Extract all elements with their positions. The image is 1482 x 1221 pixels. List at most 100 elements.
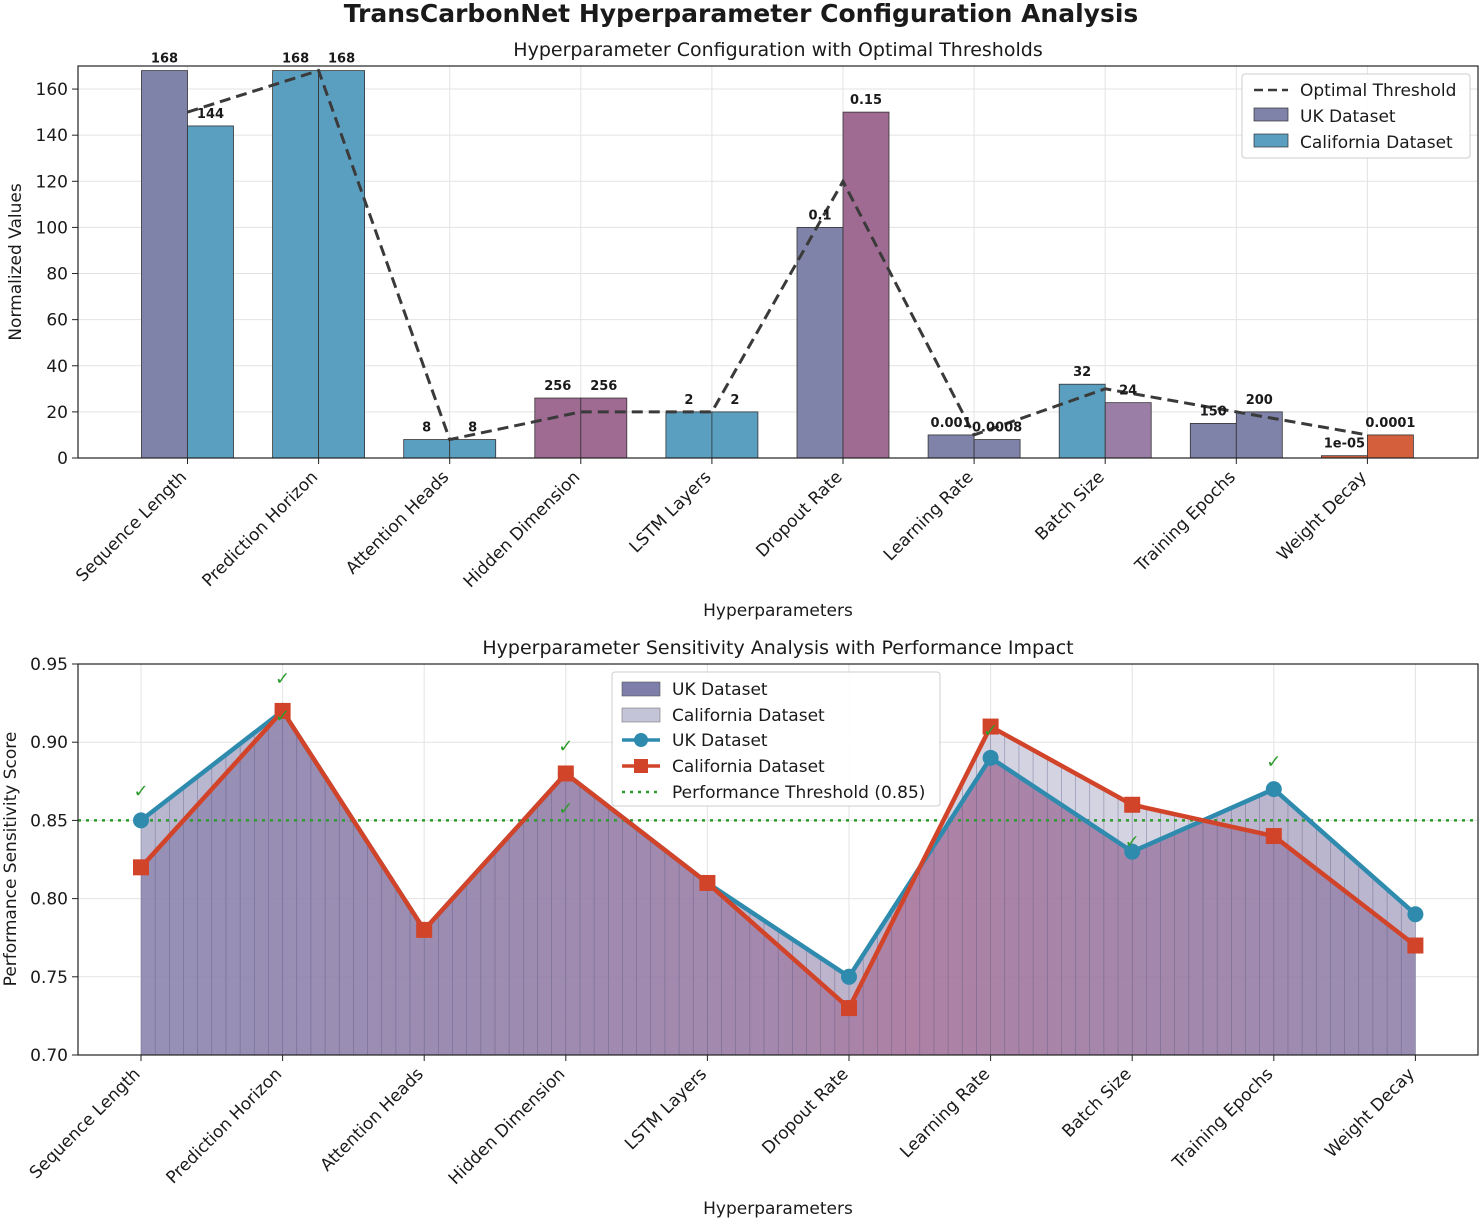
x-tick-label: Weight Decay [1273,467,1371,565]
legend-box [611,671,941,807]
suptitle: TransCarbonNet Hyperparameter Configurat… [344,0,1139,28]
bar-california-attention-heads [449,439,497,459]
x-tick-label: Batch Size [1059,1064,1136,1141]
check-mark: ✓ [1125,831,1140,852]
bar-uk-lstm-layers [665,411,713,459]
x-tick-label: Dropout Rate [752,467,846,561]
line-california [139,708,1417,1011]
x-tick-label: LSTM Layers [621,1064,711,1154]
y-tick-label: 60 [46,311,68,331]
legend-uk-marker [634,733,648,747]
bar-value-label: 256 [590,379,617,394]
bar-value-label: 2 [730,393,739,408]
legend-california-marker [634,759,648,773]
california-point-lstm-layers [699,874,716,891]
bar-value-label: 200 [1246,393,1273,408]
bar-value-label: 168 [328,52,355,67]
bar-value-label: 24 [1119,384,1137,399]
california-point-hidden-dimension [557,765,574,782]
bar-value-label: 168 [282,52,309,67]
x-tick-label: Prediction Horizon [198,467,322,591]
fill-hatch [140,710,1416,1055]
legend-california-line-label: California Dataset [672,757,825,777]
check-marks: ✓ ✓ ✓ ✓ ✓ ✓ ✓ ✓ [133,669,1281,853]
y-tick-label: 0 [57,449,68,469]
x-tick-label: Training Epochs [1168,1064,1277,1173]
x-tick-label: Batch Size [1032,467,1109,544]
optimal-threshold-line [187,68,1368,442]
y-tick-label: 0.75 [30,968,68,988]
bar-uk-hidden-dimension [534,397,582,459]
y-tick-label: 120 [36,172,68,192]
bar-uk-batch-size [1058,383,1106,459]
california-point-attention-heads [416,921,433,938]
bar-california-batch-size [1104,402,1152,459]
x-tick-label: Hidden Dimension [445,1064,570,1189]
bar-value-label: 1e-05 [1324,437,1365,452]
bar-value-label: 0.0008 [972,421,1022,436]
check-mark: ✓ [1266,752,1281,773]
y-tick-label: 140 [36,126,68,146]
california-point-dropout-rate [841,1000,857,1017]
x-tick-label: Learning Rate [880,467,978,565]
line-chart-frame [77,663,1479,1056]
legend-uk-fill-label: UK Dataset [672,680,768,700]
uk-fill-area [141,710,1416,1055]
y-tick-label: 40 [46,357,68,377]
legend-uk-line-label: UK Dataset [672,731,768,751]
x-tick-label: Attention Heads [342,467,453,578]
x-tick-label: Training Epochs [1131,467,1240,576]
bar-value-labels: 168 168 8 256 2 0.1 0.001 32 150 1e-05 144 168 8 256 2… [151,52,1416,452]
legend-california-swatch [1253,133,1289,148]
bar-value-label: 168 [151,52,178,67]
uk-point-learning-rate [982,749,999,766]
legend-uk-label: UK Dataset [1300,107,1396,127]
bar-california-hidden-dimension [580,397,628,459]
y-tick-label: 0.70 [30,1046,68,1066]
legend-threshold-label: Performance Threshold (0.85) [672,783,925,803]
y-tick-label: 0.85 [30,811,68,831]
check-mark: ✓ [275,669,290,690]
bar-california-sequence-length [187,125,234,459]
bar-value-label: 256 [544,379,571,394]
bar-chart-frame [77,65,1479,459]
bar-value-label: 144 [197,107,224,122]
legend-uk-swatch [1253,107,1289,122]
bar-chart-xlabel: Hyperparameters [703,601,853,621]
check-mark: ✓ [983,720,998,741]
bar-uk-training-epochs [1189,423,1237,459]
bar-uk-sequence-length [141,70,188,459]
x-tick-label: Attention Heads [317,1064,428,1175]
legend-california-fill-swatch [621,707,661,723]
california-point-sequence-length [133,859,149,876]
bar-value-label: 150 [1200,404,1227,419]
bar-value-label: 32 [1073,365,1091,380]
line-chart-x-ticks: Sequence Length Prediction Horizon Attenti… [26,1055,1419,1189]
bar-value-label: 2 [684,393,693,408]
bar-california-lstm-layers [711,411,759,459]
bar-value-label: 8 [422,421,431,436]
line-chart-xlabel: Hyperparameters [703,1199,853,1219]
y-tick-label: 100 [36,218,68,238]
bar-uk-attention-heads [403,439,451,459]
line-chart-fill [140,710,1416,1055]
line-chart-legend: UK Dataset California Dataset UK Dataset… [611,671,941,807]
bar-value-label: 0.1 [808,208,831,223]
bar-value-label: 0.15 [850,93,882,108]
y-tick-label: 80 [46,265,68,285]
line-chart-series [133,702,1424,1017]
legend-california-fill-label: California Dataset [672,706,825,726]
x-tick-label: Dropout Rate [758,1064,852,1158]
bar-chart-legend: Optimal Threshold UK Dataset California … [1241,73,1471,159]
legend-threshold-label: Optimal Threshold [1300,81,1456,101]
bar-california-prediction-horizon [318,70,366,459]
bar-uk-dropout-rate [796,227,844,459]
y-tick-label: 160 [36,80,68,100]
bar-chart-bars [141,70,1414,459]
california-point-batch-size [1124,796,1141,813]
uk-point-dropout-rate [841,968,857,985]
bar-chart-y-ticks: 0 20 40 60 80 100 120 140 160 [36,80,78,469]
line-chart-title: Hyperparameter Sensitivity Analysis with… [482,637,1073,659]
california-point-learning-rate [982,718,999,735]
bar-value-label: 0.001 [931,416,972,431]
